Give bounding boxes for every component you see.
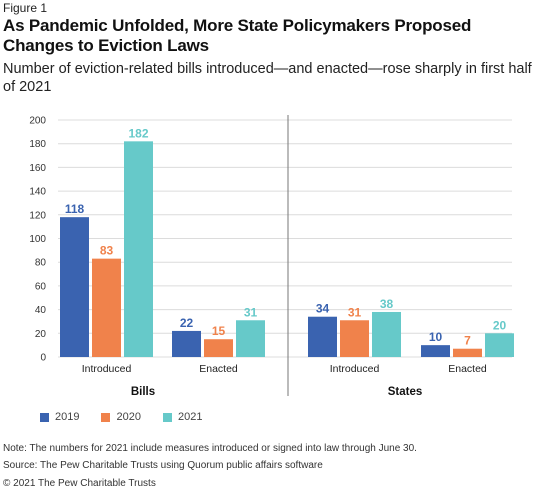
category-labels: Introduced Enacted Introduced Enacted (82, 363, 487, 375)
data-label: 31 (244, 305, 258, 319)
figure-label: Figure 1 (3, 1, 48, 15)
legend-item-2020: 2020 (101, 411, 141, 423)
data-label: 31 (348, 305, 362, 319)
legend-item-2021: 2021 (162, 411, 203, 423)
y-tick-label: 180 (29, 139, 46, 150)
y-axis-ticks: 0 20 40 60 80 100 120 140 160 180 200 (29, 116, 46, 364)
legend-swatch-2019 (40, 412, 49, 422)
legend-item-2019: 2019 (40, 411, 79, 423)
data-label: 182 (128, 126, 148, 140)
y-tick-label: 0 (40, 353, 46, 364)
category-label: Introduced (82, 363, 132, 375)
y-tick-label: 40 (35, 305, 47, 316)
bar-bills-introduced-2021 (124, 141, 153, 357)
y-tick-label: 80 (35, 258, 47, 269)
y-tick-label: 160 (29, 163, 46, 174)
data-label: 38 (380, 297, 394, 311)
legend-label-2020: 2020 (116, 411, 141, 423)
y-tick-label: 120 (29, 210, 46, 221)
y-tick-label: 140 (29, 187, 46, 198)
bar-chart: 0 20 40 60 80 100 120 140 160 180 200 118 83 182 22 15… (29, 115, 514, 398)
bar-bills-enacted-2020 (204, 339, 233, 357)
y-tick-label: 100 (29, 234, 46, 245)
legend-swatch-2020 (101, 412, 111, 422)
legend-label-2019: 2019 (55, 411, 80, 423)
bar-bills-enacted-2021 (236, 320, 265, 357)
data-label: 34 (316, 302, 330, 316)
data-label: 83 (100, 244, 114, 258)
data-label: 22 (180, 316, 194, 330)
chart-source: Source: The Pew Charitable Trusts using … (3, 460, 323, 471)
bar-states-introduced-2021 (372, 311, 401, 357)
bar-bills-introduced-2020 (92, 258, 121, 357)
chart-note: Note: The numbers for 2021 include measu… (3, 443, 417, 454)
panel-label-bills: Bills (131, 386, 155, 398)
category-label: Enacted (448, 363, 487, 375)
panel-labels: Bills States (131, 386, 422, 398)
data-labels: 118 83 182 22 15 31 34 31 38 10 7 20 (65, 126, 507, 347)
data-label: 15 (212, 324, 226, 338)
chart-subtitle: Number of eviction-related bills introdu… (3, 61, 532, 95)
legend-swatch-2021 (162, 412, 172, 422)
y-tick-label: 200 (29, 116, 46, 127)
data-label: 10 (429, 330, 443, 344)
bar-states-enacted-2019 (421, 345, 450, 357)
chart-title: As Pandemic Unfolded, More State Policym… (3, 16, 472, 55)
y-tick-label: 60 (35, 281, 47, 292)
panel-label-states: States (388, 386, 423, 398)
bar-states-enacted-2020 (453, 348, 482, 357)
bar-states-introduced-2019 (308, 316, 337, 357)
data-label: 20 (493, 318, 507, 332)
category-label: Introduced (330, 363, 380, 375)
category-label: Enacted (199, 363, 238, 375)
data-label: 7 (464, 334, 471, 348)
bar-bills-introduced-2019 (60, 217, 89, 357)
legend: 2019 2020 2021 (40, 411, 202, 423)
y-tick-label: 20 (35, 329, 47, 340)
bar-bills-enacted-2019 (172, 330, 201, 357)
bars (60, 141, 514, 357)
chart-copyright: © 2021 The Pew Charitable Trusts (3, 478, 156, 489)
bar-states-enacted-2021 (485, 333, 514, 357)
legend-label-2021: 2021 (177, 411, 203, 423)
bar-states-introduced-2020 (340, 320, 369, 357)
data-label: 118 (65, 202, 85, 216)
